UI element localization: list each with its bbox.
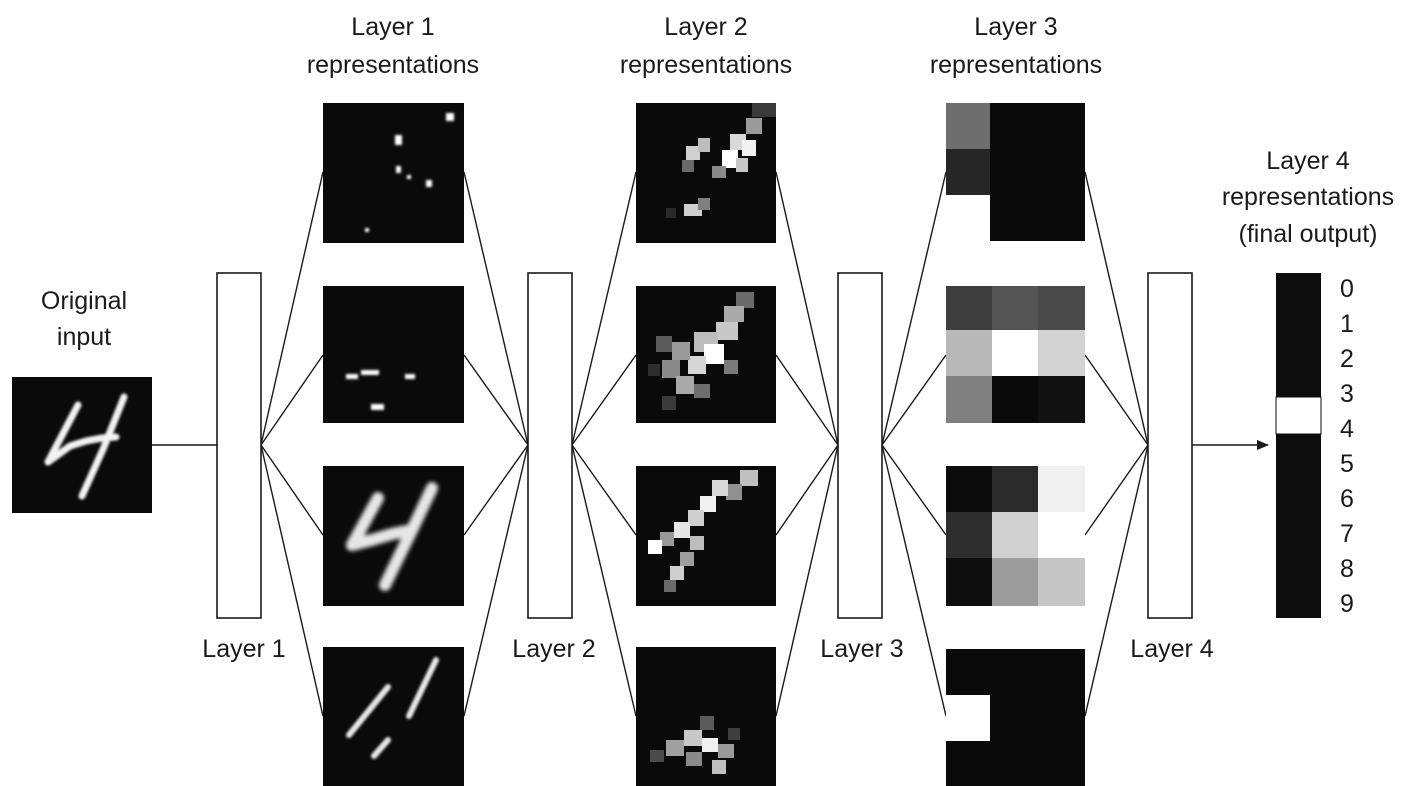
fan-line bbox=[881, 444, 947, 717]
fan-line bbox=[1084, 171, 1149, 446]
layer1-panel bbox=[323, 466, 464, 606]
layer1-representation-panels bbox=[323, 103, 464, 786]
output-title: Layer 4 bbox=[1266, 147, 1349, 175]
representation-title: Layer 1 bbox=[351, 13, 434, 41]
fan-line bbox=[775, 354, 839, 446]
representation-title: representations bbox=[620, 51, 792, 79]
output-class-label: 8 bbox=[1340, 555, 1354, 583]
output-class-labels: 0 1 2 3 4 5 6 7 8 9 bbox=[1340, 275, 1354, 618]
fan-line bbox=[775, 171, 839, 446]
fan-line bbox=[463, 444, 529, 536]
output-class-label: 5 bbox=[1340, 450, 1354, 478]
fan-line bbox=[775, 444, 839, 536]
representation-title: representations bbox=[930, 51, 1102, 79]
representation-title: Layer 2 bbox=[664, 13, 747, 41]
labels: Original input Layer 1 representations L… bbox=[41, 13, 1394, 663]
layer2-representation-panels bbox=[636, 103, 776, 786]
layer-1-box bbox=[216, 272, 262, 619]
fan-line bbox=[881, 171, 947, 446]
fan-line bbox=[260, 444, 324, 717]
layer-label: Layer 3 bbox=[820, 635, 903, 663]
layer-4-box bbox=[1147, 272, 1193, 619]
layer2-panel bbox=[636, 466, 776, 606]
layer-2-box bbox=[527, 272, 573, 619]
fan-line bbox=[571, 354, 637, 446]
fan-line bbox=[260, 354, 324, 446]
layer2-panel bbox=[636, 103, 776, 243]
fan-line bbox=[1084, 354, 1149, 446]
output-title: representations bbox=[1222, 183, 1394, 211]
layer3-representation-panels bbox=[946, 103, 1085, 786]
layer1-panel bbox=[323, 103, 464, 243]
layer1-panel bbox=[323, 286, 464, 423]
representation-title: representations bbox=[307, 51, 479, 79]
input-label: input bbox=[57, 323, 111, 351]
output-class-label: 1 bbox=[1340, 310, 1354, 338]
layer3-panel bbox=[946, 649, 1085, 786]
fan-line bbox=[571, 171, 637, 446]
fan-line bbox=[775, 444, 839, 717]
layer2-panel bbox=[636, 647, 776, 786]
input-label: Original bbox=[41, 287, 127, 315]
fan-line bbox=[881, 444, 947, 536]
output-class-label: 6 bbox=[1340, 485, 1354, 513]
layer1-panel bbox=[323, 647, 464, 786]
output-title: (final output) bbox=[1239, 220, 1378, 248]
representation-title: Layer 3 bbox=[974, 13, 1057, 41]
output-class-label: 9 bbox=[1340, 590, 1354, 618]
output-class-label: 3 bbox=[1340, 380, 1354, 408]
fan-line bbox=[1084, 444, 1149, 536]
layer-3-box bbox=[837, 272, 883, 619]
output-bar bbox=[1275, 273, 1322, 618]
output-class-label: 0 bbox=[1340, 275, 1354, 303]
layer3-panel bbox=[946, 286, 1085, 423]
fan-line bbox=[260, 444, 324, 536]
original-input-image bbox=[12, 377, 152, 513]
fan-line bbox=[881, 354, 947, 446]
fan-line bbox=[463, 171, 529, 446]
fan-line bbox=[1084, 444, 1149, 717]
fan-line bbox=[463, 444, 529, 717]
output-class-label: 2 bbox=[1340, 345, 1354, 373]
output-highlight-cell bbox=[1275, 396, 1322, 435]
layer2-panel bbox=[636, 286, 776, 423]
layer3-panel bbox=[946, 103, 1085, 241]
fan-line bbox=[571, 444, 637, 536]
fan-line bbox=[260, 171, 324, 446]
layer-label: Layer 1 bbox=[202, 635, 285, 663]
connection-lines bbox=[152, 171, 1269, 717]
fan-line bbox=[571, 444, 637, 717]
layer-label: Layer 2 bbox=[512, 635, 595, 663]
fan-line bbox=[463, 354, 529, 446]
layer3-panel bbox=[946, 466, 1085, 606]
layer-label: Layer 4 bbox=[1130, 635, 1213, 663]
output-class-label: 4 bbox=[1340, 415, 1354, 443]
output-class-label: 7 bbox=[1340, 520, 1354, 548]
